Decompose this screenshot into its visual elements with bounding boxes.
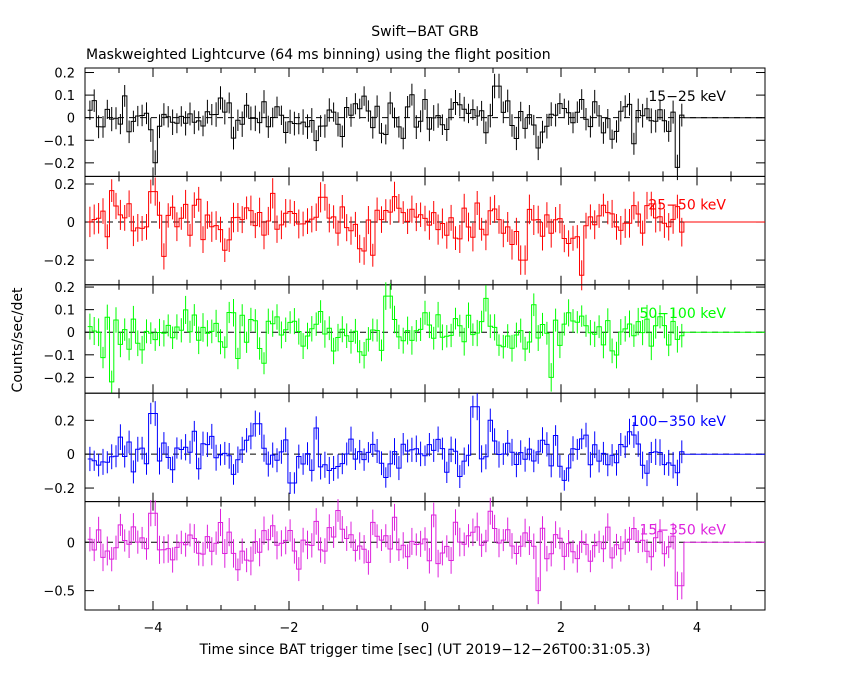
y-tick-label: 0 — [67, 448, 75, 463]
panels-group: 0.2 0.1 0 −0.1 −0.2 15−25 keV 0.2 0 −0.2 25−50 ke… — [43, 67, 766, 611]
panel-1: 0.2 0.1 0 −0.1 −0.2 15−25 keV — [43, 67, 766, 181]
y-tick-label: 0.1 — [54, 89, 75, 104]
y-tick-label: 0.2 — [54, 178, 75, 193]
panel-frame — [84, 67, 766, 177]
x-tick-label: 2 — [557, 621, 565, 636]
y-tick-label: 0.2 — [54, 414, 75, 429]
y-tick-label: −0.2 — [43, 482, 75, 497]
y-tick-label: 0.2 — [54, 281, 75, 296]
band-label: 25−50 keV — [648, 197, 726, 213]
x-tick-label: −4 — [143, 621, 162, 636]
band-label: 15−350 keV — [639, 523, 726, 539]
y-tick-label: 0 — [67, 216, 75, 231]
y-tick-label: 0 — [67, 112, 75, 127]
panel-4: 0.2 0 −0.2 100−350 keV — [43, 392, 766, 503]
series-line — [87, 190, 765, 276]
x-tick-label: 0 — [421, 621, 429, 636]
y-tick-label: −0.1 — [43, 349, 75, 364]
series-line — [87, 85, 765, 168]
y-tick-label: −0.2 — [43, 157, 75, 172]
y-tick-label: −0.1 — [43, 134, 75, 149]
y-tick-label: −0.5 — [43, 585, 75, 600]
x-tick-labels: −4 −2 0 2 4 — [143, 621, 701, 636]
band-label: 15−25 keV — [648, 89, 726, 105]
y-tick-label: −0.2 — [43, 254, 75, 269]
band-label: 50−100 keV — [639, 306, 726, 322]
x-tick-label: −2 — [279, 621, 298, 636]
panel-3: 0.2 0.1 0 −0.1 −0.2 50−100 keV — [43, 281, 766, 394]
y-tick-label: 0.2 — [54, 67, 75, 82]
y-tick-label: 0 — [67, 536, 75, 551]
x-tick-label: 4 — [693, 621, 701, 636]
y-axis-label: Counts/sec/det — [10, 287, 26, 392]
panel-5: 0 −0.5 15−350 keV — [43, 497, 766, 611]
y-tick-label: 0.1 — [54, 304, 75, 319]
chart-title: Swift−BAT GRB — [371, 24, 478, 40]
x-axis-label: Time since BAT trigger time [sec] (UT 20… — [198, 642, 650, 658]
panel-frame — [84, 501, 766, 611]
chart-subtitle: Maskweighted Lightcurve (64 ms binning) … — [86, 47, 551, 63]
panel-2: 0.2 0 −0.2 25−50 keV — [43, 175, 766, 291]
series-line — [87, 295, 765, 383]
y-tick-label: −0.2 — [43, 371, 75, 386]
band-label: 100−350 keV — [631, 414, 727, 430]
y-tick-label: 0 — [67, 326, 75, 341]
